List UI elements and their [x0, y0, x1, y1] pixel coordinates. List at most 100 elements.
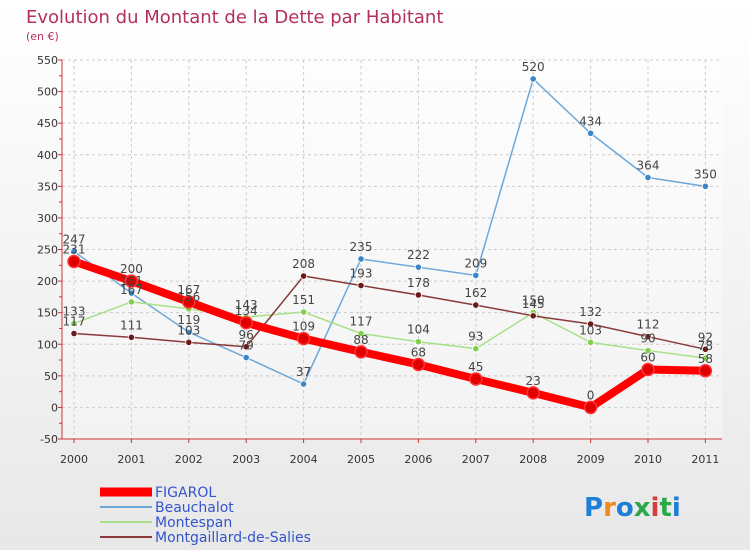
data-point — [411, 357, 426, 372]
data-point — [414, 291, 422, 299]
chart-subtitle: (en €) — [26, 30, 59, 43]
legend-label: Montgaillard-de-Salies — [155, 530, 311, 546]
axes: -500501001502002503003504004505005502000… — [37, 54, 722, 466]
x-tick-label: 2007 — [462, 453, 490, 466]
data-point — [239, 316, 253, 330]
x-tick-label: 2010 — [634, 453, 662, 466]
data-label: 143 — [235, 298, 258, 312]
data-label: 79 — [239, 339, 254, 353]
x-tick-label: 2001 — [117, 453, 145, 466]
data-label: 520 — [522, 60, 545, 74]
data-point — [469, 372, 483, 386]
legend-label: Montespan — [155, 515, 232, 531]
y-tick-label: 200 — [37, 275, 58, 288]
data-point — [70, 319, 78, 328]
data-label: 23 — [526, 374, 541, 388]
data-point — [472, 301, 480, 309]
data-label: 93 — [468, 330, 483, 344]
x-tick-label: 2002 — [175, 453, 203, 466]
y-tick-label: 150 — [37, 307, 58, 320]
data-point — [127, 333, 135, 341]
data-label: 103 — [579, 323, 602, 337]
data-point — [526, 386, 540, 400]
data-label: 200 — [120, 262, 143, 276]
data-point — [296, 331, 311, 346]
data-point — [127, 298, 135, 306]
data-point — [414, 263, 422, 271]
data-label: 117 — [350, 315, 373, 329]
data-label: 60 — [640, 351, 655, 365]
y-tick-label: 400 — [37, 149, 58, 162]
data-point — [242, 343, 250, 351]
y-tick-label: 550 — [37, 54, 58, 67]
data-point — [185, 328, 193, 336]
data-point — [529, 312, 537, 320]
data-label: 90 — [640, 332, 655, 346]
data-point — [299, 380, 308, 388]
data-label: 119 — [177, 313, 200, 327]
data-point — [299, 308, 308, 316]
brand-logo: Proxiti — [584, 493, 681, 523]
data-point — [583, 400, 598, 415]
y-tick-label: 450 — [37, 117, 58, 130]
data-label: 117 — [63, 315, 86, 329]
data-point — [67, 254, 81, 269]
data-label: 208 — [292, 257, 315, 271]
series-group — [67, 75, 713, 415]
y-tick-label: 0 — [51, 401, 58, 414]
y-tick-label: -50 — [40, 433, 58, 446]
brand-logo-text: Proxiti — [584, 493, 681, 523]
y-tick-label: 100 — [37, 338, 58, 351]
x-tick-label: 2006 — [404, 453, 432, 466]
data-label: 103 — [177, 323, 200, 337]
data-label: 0 — [587, 388, 595, 402]
data-label: 222 — [407, 248, 430, 262]
data-label: 58 — [698, 352, 713, 366]
data-label: 109 — [292, 320, 315, 334]
grid — [62, 59, 722, 440]
x-tick-label: 2005 — [347, 453, 375, 466]
y-tick-label: 250 — [37, 244, 58, 257]
data-point — [586, 338, 595, 346]
data-point — [414, 338, 422, 346]
data-point — [586, 320, 595, 328]
series-line — [73, 78, 707, 385]
data-point — [698, 364, 713, 378]
y-tick-label: 300 — [37, 212, 58, 225]
data-label: 167 — [120, 283, 143, 297]
data-label: 78 — [698, 339, 713, 353]
data-label: 133 — [63, 304, 86, 318]
data-label: 364 — [637, 158, 660, 172]
data-label: 231 — [63, 243, 86, 257]
data-point — [127, 289, 135, 297]
data-label: 235 — [350, 240, 373, 254]
data-label: 132 — [579, 305, 602, 319]
data-label: 112 — [637, 318, 660, 332]
data-label: 209 — [464, 256, 487, 270]
data-point — [641, 362, 655, 377]
series-line — [70, 257, 710, 412]
data-label: 37 — [296, 365, 311, 379]
data-label: 45 — [468, 360, 483, 374]
data-point — [701, 182, 710, 190]
data-point — [357, 329, 365, 338]
data-label: 350 — [694, 167, 717, 181]
series-line — [73, 275, 707, 351]
data-label: 151 — [292, 293, 315, 307]
x-tick-label: 2004 — [290, 453, 318, 466]
series-figarol — [67, 254, 713, 415]
data-label: 247 — [63, 232, 86, 246]
data-point — [644, 346, 652, 355]
data-point — [472, 271, 480, 279]
data-point — [701, 345, 710, 353]
data-label: 88 — [353, 333, 368, 347]
data-point — [70, 247, 78, 255]
data-labels: 231 200 167 134 109 88 68 45 23 0 60 58 247 181 119 79 3… — [63, 60, 717, 402]
data-point — [242, 353, 250, 362]
data-point — [185, 338, 193, 346]
data-label: 181 — [120, 274, 143, 288]
data-label: 162 — [464, 286, 487, 300]
series-line — [73, 301, 707, 359]
